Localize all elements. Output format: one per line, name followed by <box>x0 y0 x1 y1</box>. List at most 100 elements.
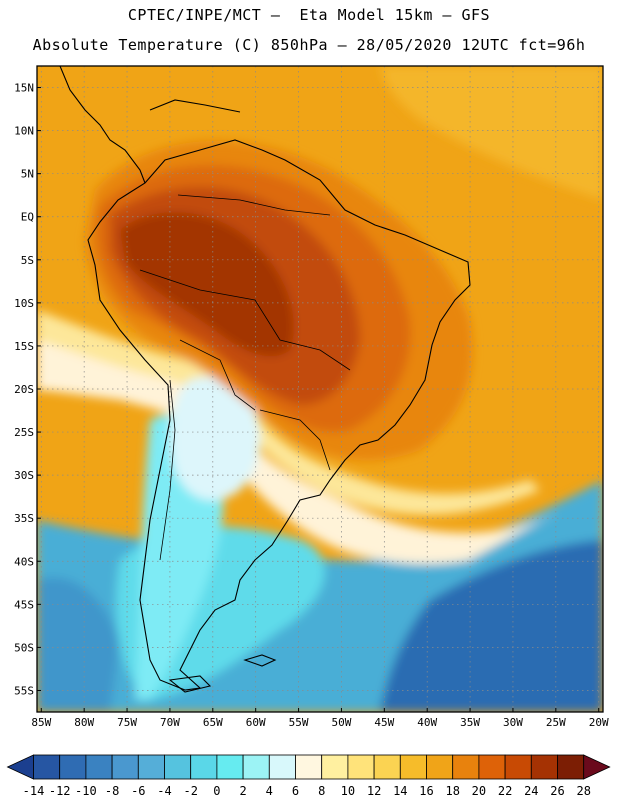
colorbar-tick-label: -2 <box>183 784 197 798</box>
colorbar-tick-label: 8 <box>318 784 325 798</box>
lon-label: 55W <box>289 716 309 729</box>
lat-label: 25S <box>14 426 34 439</box>
colorbar-segment <box>426 754 454 780</box>
field-warm-north <box>380 66 603 200</box>
colorbar-segment <box>242 754 270 780</box>
colorbar <box>6 754 611 780</box>
lon-label: 35W <box>460 716 480 729</box>
lon-label: 50W <box>332 716 352 729</box>
colorbar-segment <box>164 754 192 780</box>
field-cold-pool <box>170 376 260 501</box>
colorbar-segment <box>111 754 139 780</box>
title-line-2: Absolute Temperature (C) 850hPa – 28/05/… <box>32 36 586 54</box>
colorbar-segment <box>399 754 427 780</box>
colorbar-tick-label: 10 <box>341 784 355 798</box>
longitude-labels: 85W 80W 75W 70W 65W 60W 55W 50W 45W 40W 35W 30W 25W 2… <box>31 708 609 729</box>
colorbar-tick-label: 28 <box>576 784 590 798</box>
colorbar-segment <box>373 754 401 780</box>
lat-label: 10S <box>14 297 34 310</box>
colorbar-tick-label: -12 <box>49 784 71 798</box>
colorbar-segment <box>557 754 585 780</box>
colorbar-segment <box>478 754 506 780</box>
lat-label: 40S <box>14 555 34 568</box>
border-1 <box>177 194 331 216</box>
colorbar-tick-label: 18 <box>445 784 459 798</box>
borders <box>139 194 351 561</box>
colorbar-segment <box>268 754 296 780</box>
border-3 <box>179 339 256 411</box>
colorbar-tick-label: 12 <box>367 784 381 798</box>
lon-label: 25W <box>546 716 566 729</box>
lon-label: 60W <box>246 716 266 729</box>
lon-label: 70W <box>160 716 180 729</box>
colorbar-tick-label: 2 <box>239 784 246 798</box>
lat-label: 45S <box>14 598 34 611</box>
field-cold-deep <box>380 540 603 712</box>
colorbar-tick-label: 26 <box>550 784 564 798</box>
colorbar-tick-label: -4 <box>157 784 171 798</box>
colorbar-segment <box>530 754 558 780</box>
lat-label: 10N <box>14 125 34 138</box>
tierra-del-fuego-outline <box>168 675 212 693</box>
lon-label: 30W <box>503 716 523 729</box>
coastlines <box>59 66 471 693</box>
colorbar-segment <box>59 754 87 780</box>
lat-label: 35S <box>14 512 34 525</box>
lon-label: 20W <box>589 716 609 729</box>
field-hot-28 <box>120 212 294 357</box>
colorbar-tick-label: 22 <box>498 784 512 798</box>
central-america-outline <box>59 66 146 184</box>
colorbar-tick-label: 24 <box>524 784 538 798</box>
caribbean-outline <box>149 99 241 113</box>
colorbar-tick-label: 20 <box>472 784 486 798</box>
colorbar-tick-label: -6 <box>131 784 145 798</box>
lat-label: 15S <box>14 340 34 353</box>
lon-label: 85W <box>31 716 51 729</box>
lat-label: EQ <box>21 211 34 224</box>
colorbar-segment <box>347 754 375 780</box>
field-cold-west <box>37 577 120 712</box>
colorbar-segment <box>33 754 61 780</box>
lon-label: 65W <box>203 716 223 729</box>
lat-label: 5N <box>21 168 34 181</box>
south-america-outline <box>87 139 471 691</box>
colorbar-segment <box>216 754 244 780</box>
latitude-labels: 15N 10N 5N EQ 5S 10S 15S 20S 25S 30S 35S 40S 45S 50S 5… <box>14 82 41 697</box>
lat-label: 15N <box>14 82 34 95</box>
temperature-field <box>37 66 603 712</box>
lat-label: 55S <box>14 684 34 697</box>
colorbar-segment <box>452 754 480 780</box>
border-2 <box>139 269 351 371</box>
border-5 <box>259 409 331 471</box>
colorbar-over-triangle <box>583 754 611 780</box>
colorbar-under-triangle <box>6 754 34 780</box>
lon-label: 45W <box>374 716 394 729</box>
colorbar-tick-label: 14 <box>393 784 407 798</box>
colorbar-segment <box>137 754 165 780</box>
lon-label: 40W <box>417 716 437 729</box>
colorbar-segment <box>85 754 113 780</box>
colorbar-segment <box>504 754 532 780</box>
lat-label: 20S <box>14 383 34 396</box>
title-line-1: CPTEC/INPE/MCT – Eta Model 15km – GFS <box>127 6 491 24</box>
lat-label: 5S <box>21 254 34 267</box>
colorbar-tick-label: 6 <box>292 784 299 798</box>
colorbar-tick-label: 16 <box>419 784 433 798</box>
colorbar-tick-label: -14 <box>23 784 45 798</box>
colorbar-segment <box>295 754 323 780</box>
lat-label: 30S <box>14 469 34 482</box>
colorbar-labels: -14 -12 -10 -8 -6 -4 -2 0 2 4 6 8 10 12 14 16 18 20 22 24 26… <box>23 784 591 798</box>
colorbar-segment <box>190 754 218 780</box>
field-front-yellow <box>37 310 540 515</box>
lon-label: 75W <box>117 716 137 729</box>
lon-label: 80W <box>74 716 94 729</box>
colorbar-tick-label: 0 <box>213 784 220 798</box>
colorbar-tick-label: -10 <box>75 784 97 798</box>
falklands-outline <box>243 654 277 667</box>
colorbar-segment <box>321 754 349 780</box>
border-4 <box>159 379 176 561</box>
colorbar-tick-label: 4 <box>266 784 273 798</box>
lat-label: 50S <box>14 641 34 654</box>
colorbar-tick-label: -8 <box>105 784 119 798</box>
